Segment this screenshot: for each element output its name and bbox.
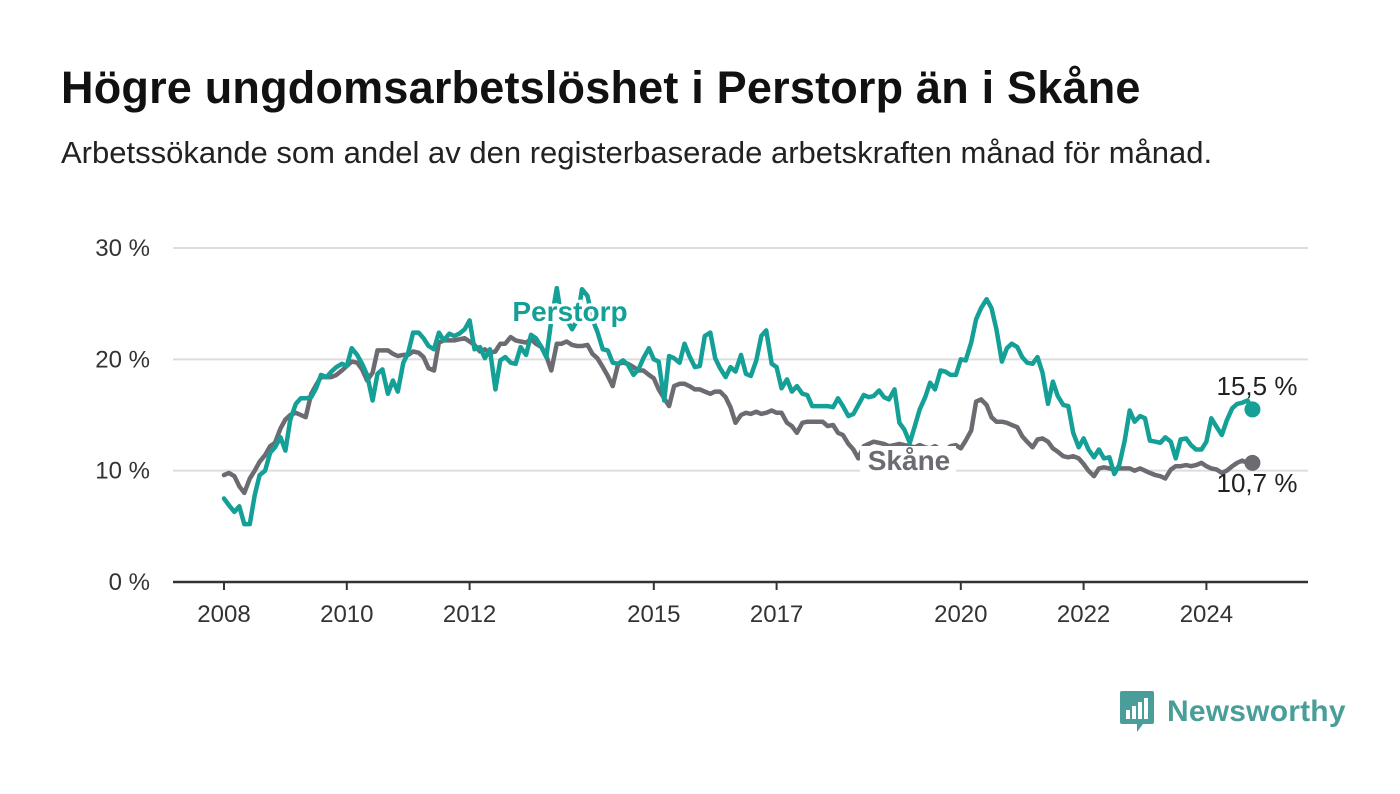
- end-label-skane: 10,7 %: [1217, 468, 1298, 498]
- newsworthy-logo-icon: [1120, 691, 1154, 732]
- x-tick-label: 2020: [934, 601, 987, 628]
- x-tick-label: 2017: [750, 601, 803, 628]
- series-label-skane-bg: [860, 446, 956, 478]
- y-tick-label: 0 %: [109, 569, 150, 596]
- y-tick-label: 20 %: [95, 346, 150, 373]
- y-tick-label: 30 %: [95, 235, 150, 262]
- x-tick-label: 2024: [1180, 601, 1233, 628]
- series-line-perstorp: [221, 285, 1255, 527]
- x-tick-label: 2008: [197, 601, 250, 628]
- x-tick-label: 2012: [443, 601, 496, 628]
- series-line-skane: [221, 334, 1255, 496]
- newsworthy-logo: Newsworthy: [1119, 690, 1346, 734]
- series-label-perstorp: Perstorp: [512, 296, 627, 327]
- x-tick-label: 2010: [320, 601, 373, 628]
- y-tick-label: 10 %: [95, 458, 150, 485]
- chart-subtitle: Arbetssökande som andel av den registerb…: [61, 135, 1213, 170]
- x-tick-label: 2015: [627, 601, 680, 628]
- chart-title: Högre ungdomsarbetslöshet i Perstorp än …: [61, 62, 1141, 113]
- x-tick-label: 2022: [1057, 601, 1110, 628]
- end-label-perstorp: 15,5 %: [1217, 371, 1298, 401]
- end-marker-skane: [1244, 454, 1261, 471]
- end-marker-perstorp: [1244, 401, 1261, 418]
- newsworthy-logo-text: Newsworthy: [1167, 695, 1346, 728]
- series-label-skane: Skåne: [868, 445, 951, 476]
